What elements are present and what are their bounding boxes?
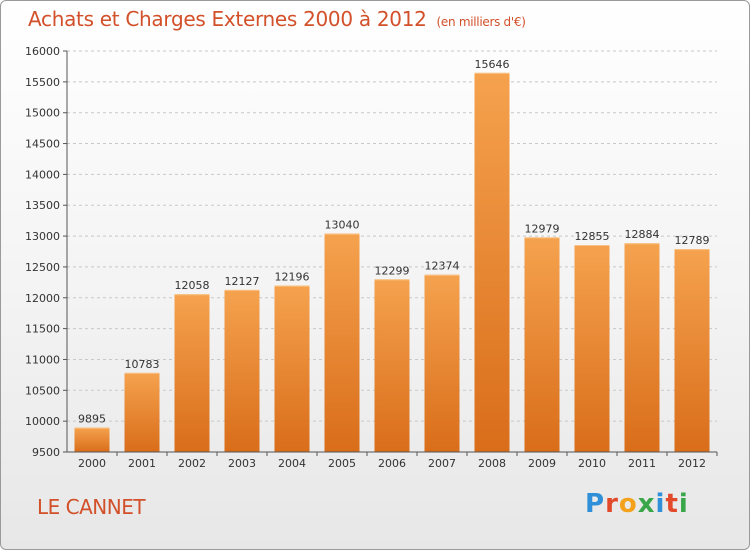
y-tick-label: 16000 <box>25 45 60 58</box>
x-tick-label: 2000 <box>78 457 106 470</box>
logo-letter: x <box>637 489 656 519</box>
x-axis: 2000 2001 2002 2003 2004 2005 2006 2007 2008 2009… <box>67 451 718 470</box>
y-tick-label: 12500 <box>25 261 60 274</box>
y-tick-label: 14500 <box>25 138 60 151</box>
logo-letter: t <box>665 489 679 519</box>
bar <box>524 237 560 452</box>
x-tick-label: 2012 <box>678 457 706 470</box>
x-tick-label: 2007 <box>428 457 456 470</box>
chart-title-text: Achats et Charges Externes 2000 à 2012 <box>28 7 427 31</box>
chart-subtitle: (en milliers d'€) <box>436 15 526 29</box>
bar <box>674 249 710 452</box>
logo-letter: P <box>585 489 606 519</box>
bar-value-label: 12058 <box>175 279 210 292</box>
x-tick-label: 2006 <box>378 457 406 470</box>
bar <box>324 233 360 452</box>
bars: 9895 10783 12058 12127 12196 13040 12299 12374 1… <box>74 58 710 452</box>
bar <box>374 279 410 452</box>
y-tick-label: 13500 <box>25 199 60 212</box>
y-tick-label: 13000 <box>25 230 60 243</box>
bar <box>74 427 110 452</box>
x-tick-label: 2008 <box>478 457 506 470</box>
bar-value-label: 13040 <box>325 219 360 232</box>
bar <box>624 243 660 452</box>
bar <box>474 72 510 452</box>
logo-letter: r <box>605 489 619 519</box>
y-tick-label: 15500 <box>25 76 60 89</box>
y-tick-label: 11500 <box>25 323 60 336</box>
x-tick-label: 2002 <box>178 457 206 470</box>
bar-value-label: 12884 <box>625 228 660 241</box>
x-tick-label: 2009 <box>528 457 556 470</box>
bar <box>574 245 610 452</box>
bar-value-label: 12374 <box>425 260 460 273</box>
bar-value-label: 12979 <box>525 222 560 235</box>
proxiti-logo: Proxiti <box>585 489 689 519</box>
y-tick-label: 10500 <box>25 384 60 397</box>
bar-value-label: 10783 <box>125 358 160 371</box>
y-tick-label: 9500 <box>32 446 60 459</box>
x-tick-label: 2010 <box>578 457 606 470</box>
bar <box>224 289 260 452</box>
bar-value-label: 15646 <box>475 58 510 71</box>
bar-value-label: 12299 <box>375 264 410 277</box>
bar-value-label: 12855 <box>575 230 610 243</box>
bar-value-label: 9895 <box>78 413 106 426</box>
bar <box>124 372 160 452</box>
bar-value-label: 12196 <box>275 271 310 284</box>
bar <box>424 274 460 452</box>
bar-value-label: 12127 <box>225 275 260 288</box>
location-label: LE CANNET <box>37 495 146 519</box>
x-tick-label: 2011 <box>628 457 656 470</box>
bar <box>174 294 210 452</box>
x-tick-label: 2001 <box>128 457 156 470</box>
y-tick-label: 10000 <box>25 415 60 428</box>
y-axis: 9500 10000 10500 11000 11500 12000 12500 13000 1… <box>25 45 68 459</box>
chart-title: Achats et Charges Externes 2000 à 2012 (e… <box>28 7 526 31</box>
y-tick-label: 11000 <box>25 353 60 366</box>
y-tick-label: 14000 <box>25 168 60 181</box>
logo-letter: i <box>655 489 666 519</box>
bar <box>274 285 310 452</box>
x-tick-label: 2005 <box>328 457 356 470</box>
x-tick-label: 2003 <box>228 457 256 470</box>
y-tick-label: 15000 <box>25 107 60 120</box>
y-tick-label: 12000 <box>25 292 60 305</box>
x-tick-label: 2004 <box>278 457 306 470</box>
logo-letter: o <box>618 489 638 519</box>
bar-value-label: 12789 <box>675 234 710 247</box>
logo-letter: i <box>678 489 689 519</box>
